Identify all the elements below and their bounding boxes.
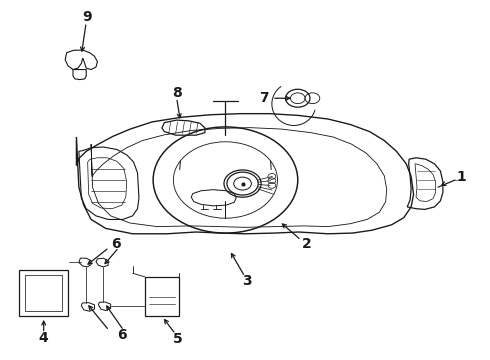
Text: 6: 6 <box>117 328 127 342</box>
Text: 7: 7 <box>259 91 269 105</box>
Text: 3: 3 <box>242 274 252 288</box>
Text: 6: 6 <box>111 237 121 251</box>
Text: 9: 9 <box>82 10 92 24</box>
Text: 1: 1 <box>456 170 466 184</box>
Text: 5: 5 <box>172 332 182 346</box>
Text: 8: 8 <box>172 86 181 100</box>
Text: 4: 4 <box>39 331 49 345</box>
Text: 2: 2 <box>302 237 312 251</box>
